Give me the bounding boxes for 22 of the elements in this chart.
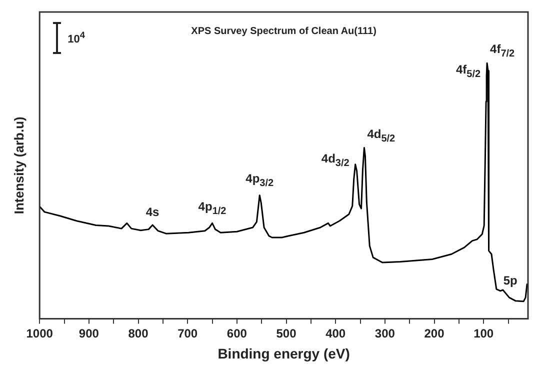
chart-title: XPS Survey Spectrum of Clean Au(111) (191, 26, 376, 37)
annotation: 4s (146, 204, 160, 219)
x-tick-label: 300 (374, 326, 396, 340)
x-tick-label: 100 (474, 326, 494, 340)
x-tick-label: 200 (424, 326, 445, 340)
x-tick-label: 900 (78, 326, 100, 340)
annotation: 4d$_{3/2}$ (321, 152, 350, 170)
annotation: 4p$_{3/2}$ (246, 172, 274, 190)
x-tick-label: 600 (226, 326, 248, 340)
text: 10$^{4}$ (68, 30, 85, 46)
annotation: 4d$_{5/2}$ (367, 126, 396, 144)
annotation: 4p$_{1/2}$ (198, 200, 226, 218)
annotation: 5p (503, 274, 518, 288)
x-axis-title: Binding energy (eV) (218, 345, 350, 362)
x-tick-label: 700 (178, 326, 198, 340)
annotation: 4f$_{5/2}$ (456, 62, 481, 80)
x-tick-label: 500 (276, 326, 297, 340)
x-tick-label: 400 (326, 326, 346, 340)
annotation: 4f$_{7/2}$ (490, 42, 515, 60)
y-axis-title: Intensity (arb.u) (11, 116, 26, 214)
x-tick-label: 1000 (26, 326, 54, 340)
x-tick-label: 800 (128, 326, 149, 340)
